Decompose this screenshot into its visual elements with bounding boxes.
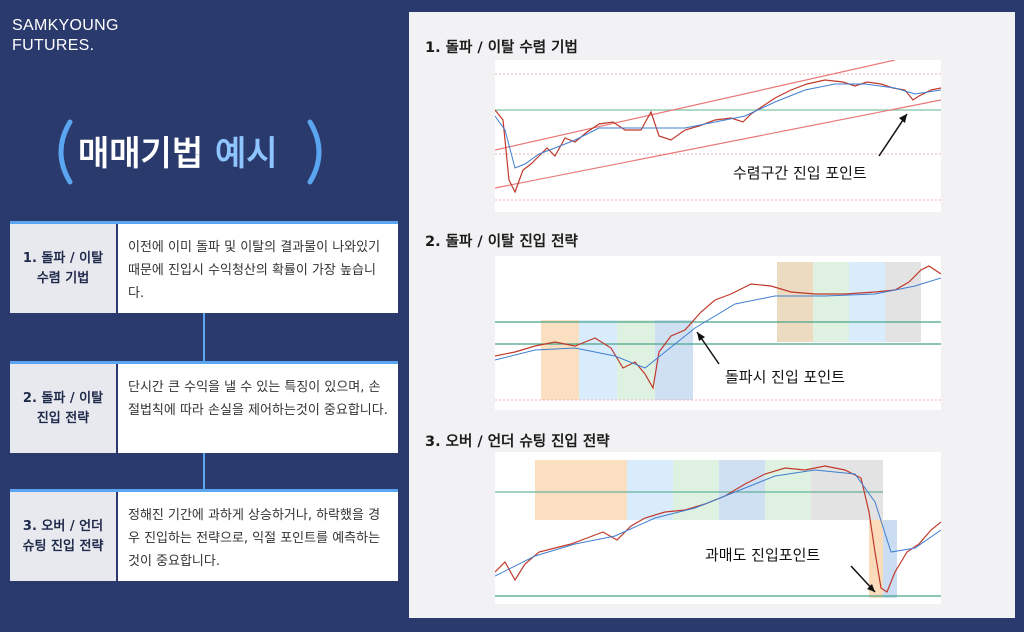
method-description: 정해진 기간에 과하게 상승하거나, 하락했을 경우 진입하는 전략으로, 익절… xyxy=(118,492,398,581)
chart-1-svg xyxy=(495,60,941,201)
example-title-3: 3. 오버 / 언더 슈팅 진입 전략 xyxy=(425,434,610,450)
example-chart-2: 돌파시 진입 포인트 xyxy=(495,256,941,410)
row-connector xyxy=(203,313,205,364)
annotation-arrow-icon xyxy=(878,113,908,157)
method-label-line-2: 수렴 기법 xyxy=(36,270,90,286)
logo-line-2: FUTURES. xyxy=(12,37,95,54)
method-label-line-1: 2. 돌파 / 이탈 xyxy=(22,390,104,406)
annotation-arrow-icon xyxy=(850,565,876,593)
chart-2-svg xyxy=(495,262,941,401)
title-accent: 예시 xyxy=(214,134,278,174)
method-label-line-1: 3. 오버 / 언더 xyxy=(22,518,104,534)
method-row-2: 2. 돌파 / 이탈 진입 전략 단시간 큰 수익을 낼 수 있는 특징이 있으… xyxy=(10,361,398,453)
chart-2-annotation: 돌파시 진입 포인트 xyxy=(723,366,847,387)
chart-3-annotation: 과매도 진입포인트 xyxy=(703,544,823,565)
example-chart-1: 수렴구간 진입 포인트 xyxy=(495,60,941,212)
method-description: 이전에 이미 돌파 및 이탈의 결과물이 나와있기 때문에 진입시 수익청산의 … xyxy=(118,224,398,313)
example-chart-3: 과매도 진입포인트 xyxy=(495,452,941,604)
annotation-arrow-icon xyxy=(696,331,720,365)
logo-line-1: SAMKYOUNG xyxy=(12,17,119,34)
method-label: 3. 오버 / 언더 슈팅 진입 전략 xyxy=(10,492,116,581)
title-brackets xyxy=(58,119,322,185)
example-title-1: 1. 돌파 / 이탈 수렴 기법 xyxy=(425,40,578,56)
method-label-line-2: 진입 전략 xyxy=(36,410,90,426)
method-row-1: 1. 돌파 / 이탈 수렴 기법 이전에 이미 돌파 및 이탈의 결과물이 나와… xyxy=(10,221,398,313)
title-main: 매매기법 xyxy=(78,134,204,174)
method-label-line-2: 슈팅 진입 전략 xyxy=(22,538,104,554)
chart-3-svg xyxy=(495,460,941,598)
examples-panel: 1. 돌파 / 이탈 수렴 기법 수렴구간 진입 포인트 2. 돌파 / 이탈 … xyxy=(409,12,1015,618)
method-label: 1. 돌파 / 이탈 수렴 기법 xyxy=(10,224,116,313)
method-label: 2. 돌파 / 이탈 진입 전략 xyxy=(10,364,116,453)
page-title: 매매기법 예시 xyxy=(48,118,348,186)
method-row-3: 3. 오버 / 언더 슈팅 진입 전략 정해진 기간에 과하게 상승하거나, 하… xyxy=(10,489,398,581)
chart-1-annotation: 수렴구간 진입 포인트 xyxy=(731,162,869,183)
method-label-line-1: 1. 돌파 / 이탈 xyxy=(22,250,104,266)
company-logo: SAMKYOUNG FUTURES. xyxy=(12,16,119,56)
row-connector xyxy=(203,446,205,492)
example-title-2: 2. 돌파 / 이탈 진입 전략 xyxy=(425,234,578,250)
method-description: 단시간 큰 수익을 낼 수 있는 특징이 있으며, 손절법칙에 따라 손실을 제… xyxy=(118,364,398,453)
